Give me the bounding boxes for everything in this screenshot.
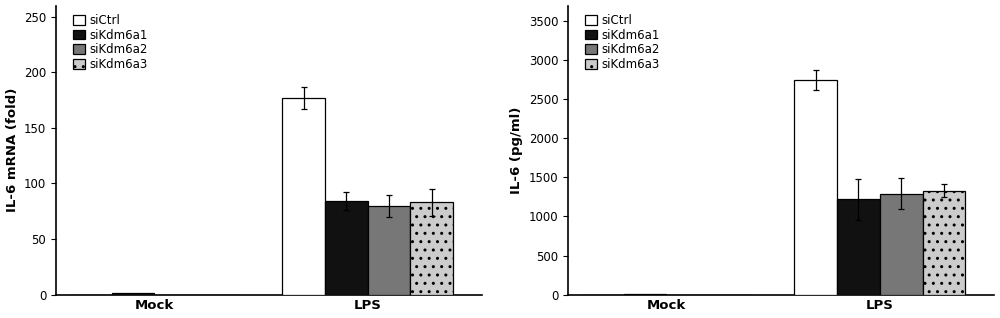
Y-axis label: IL-6 (pg/ml): IL-6 (pg/ml)	[510, 107, 523, 194]
Legend: siCtrl, siKdm6a1, siKdm6a2, siKdm6a3: siCtrl, siKdm6a1, siKdm6a2, siKdm6a3	[71, 11, 150, 73]
Bar	[880, 194, 923, 294]
Bar	[282, 98, 325, 294]
Legend: siCtrl, siKdm6a1, siKdm6a2, siKdm6a3: siCtrl, siKdm6a1, siKdm6a2, siKdm6a3	[583, 11, 662, 73]
Bar	[837, 199, 880, 294]
Bar	[794, 80, 837, 294]
Y-axis label: IL-6 mRNA (fold): IL-6 mRNA (fold)	[6, 88, 19, 212]
Bar	[410, 202, 453, 294]
Bar	[368, 206, 410, 294]
Bar	[923, 191, 965, 294]
Bar	[325, 201, 368, 294]
